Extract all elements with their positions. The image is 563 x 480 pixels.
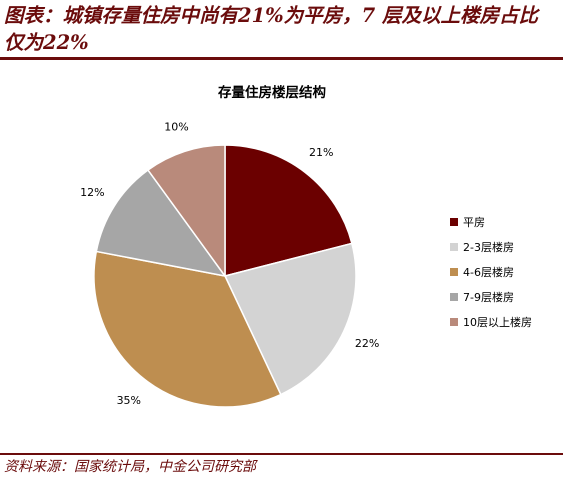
legend-label: 2-3层楼房 [463,240,514,254]
legend-swatch [450,318,458,326]
heading-rule [0,57,563,60]
slice-data-label: 22% [355,337,379,350]
slice-data-label: 21% [309,146,333,159]
legend-swatch [450,268,458,276]
slice-data-label: 12% [80,186,104,199]
pie-data-labels: 21% 22% 35% 12% 10% [80,121,379,407]
footer-rule [0,453,563,455]
chart-title: 存量住房楼层结构 [218,84,326,101]
pie-slice [146,144,226,279]
legend-swatch [450,293,458,301]
pie-slice [223,242,357,396]
pie-slice [224,144,353,277]
legend-swatch [450,218,458,226]
legend-label: 7-9层楼房 [463,290,514,304]
pie-slice [95,168,227,278]
figure-heading: 图表：城镇存量住房中尚有21%为平房，7 层及以上楼房占比仅为22% [4,4,539,54]
pie-slices [93,144,357,408]
legend-label: 4-6层楼房 [463,265,514,279]
legend-label: 平房 [463,216,485,229]
slice-data-label: 10% [164,121,188,134]
slice-data-label: 35% [117,394,141,407]
legend-swatch [450,243,458,251]
pie-chart: 存量住房楼层结构 21% 22% 35% 12% 10% 平房 2-3层楼房 4-6层楼房 7… [80,84,532,408]
source-note: 资料来源：国家统计局，中金公司研究部 [4,459,256,475]
legend-label: 10层以上楼房 [463,315,532,329]
legend: 平房 2-3层楼房 4-6层楼房 7-9层楼房 10层以上楼房 [450,216,532,329]
pie-slice [93,250,282,408]
